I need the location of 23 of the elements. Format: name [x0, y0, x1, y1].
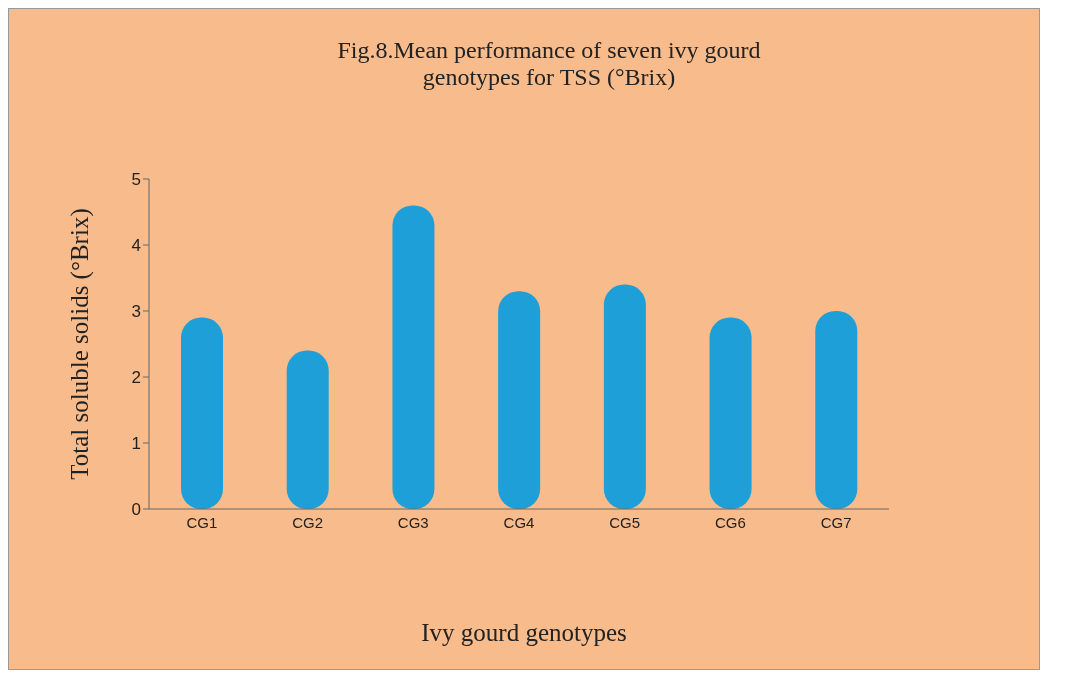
x-tick-label: CG3 — [397, 513, 429, 531]
bar — [498, 291, 541, 509]
x-tick-label: CG5 — [609, 513, 641, 531]
bar — [392, 205, 435, 509]
x-tick-label: CG2 — [292, 513, 323, 531]
bar — [815, 311, 858, 509]
y-tick-label: 2 — [131, 368, 141, 388]
x-axis-title: Ivy gourd genotypes — [420, 619, 628, 647]
chart-title: Fig.8.Mean performance of seven ivy gourd genotypes for TSS (°Brix) — [336, 37, 762, 91]
bar — [603, 284, 646, 509]
y-tick-label: 1 — [131, 434, 141, 454]
bar — [709, 317, 752, 509]
y-tick-label: 4 — [131, 236, 141, 256]
y-tick-label: 0 — [131, 500, 141, 520]
y-axis-title: Total soluble solids (°Brix) — [65, 208, 94, 480]
y-tick-label: 5 — [131, 170, 141, 190]
x-tick-label: CG1 — [186, 513, 218, 531]
x-tick-label: CG7 — [820, 513, 852, 531]
x-tick-label: CG4 — [503, 513, 535, 531]
bar — [286, 350, 329, 509]
y-tick-label: 3 — [131, 302, 141, 322]
x-tick-label: CG6 — [715, 513, 746, 531]
bar — [181, 317, 223, 509]
